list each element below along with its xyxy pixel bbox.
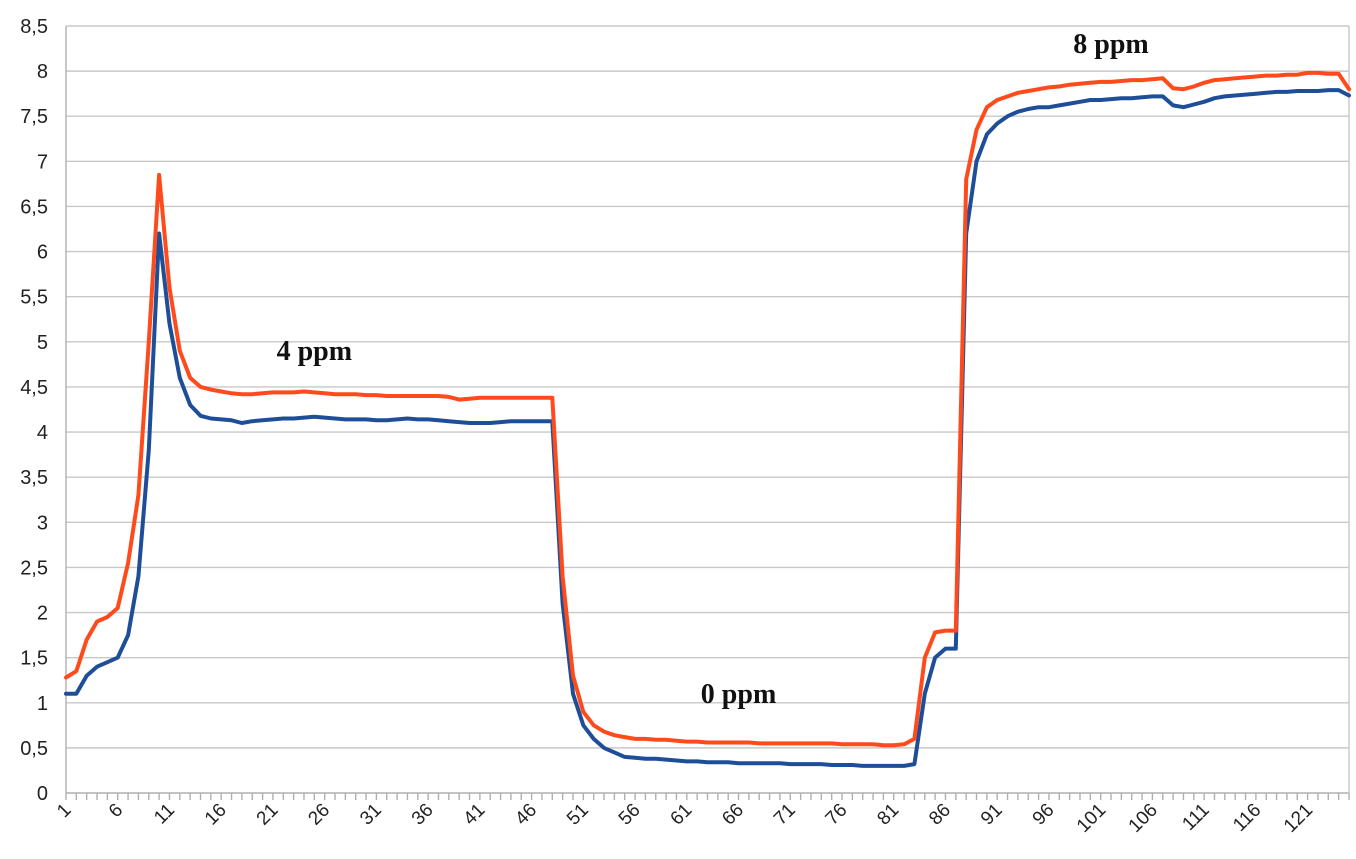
y-tick-label: 3: [37, 512, 48, 534]
x-tick-label: 1: [53, 800, 75, 822]
annotation-label: 4 ppm: [277, 336, 352, 367]
y-axis-tick-labels: 0 0,5 1 1,5 2 2,5 3 3,5 4 4,5 5 5,5 6 6,5 7 7,5 8 8,5: [20, 16, 48, 805]
y-tick-label: 4: [37, 422, 48, 444]
x-tick-label: 61: [667, 800, 697, 830]
x-tick-label: 56: [615, 800, 645, 830]
y-tick-label: 6,5: [20, 196, 48, 218]
x-tick-label: 121: [1280, 800, 1317, 837]
y-tick-label: 7,5: [20, 106, 48, 128]
series-lines: [64, 70, 1351, 768]
y-tick-label: 7: [37, 151, 48, 173]
x-tick-label: 41: [460, 800, 490, 830]
x-tick-label: 51: [563, 800, 593, 830]
x-tick-label: 66: [718, 800, 748, 830]
x-tick-label: 71: [770, 800, 800, 830]
y-tick-label: 3,5: [20, 467, 48, 489]
series-line-1: [64, 88, 1351, 768]
axes: [65, 26, 1350, 800]
y-tick-label: 4,5: [20, 377, 48, 399]
annotation-label: 8 ppm: [1073, 29, 1148, 60]
y-tick-label: 6: [37, 242, 48, 264]
y-tick-label: 5: [37, 332, 48, 354]
y-tick-label: 0: [37, 783, 48, 805]
y-tick-label: 8: [37, 61, 48, 83]
x-tick-label: 116: [1229, 800, 1265, 836]
annotation-label: 0 ppm: [701, 679, 776, 710]
annotations: 4 ppm 0 ppm 8 ppm: [277, 29, 1149, 710]
y-tick-label: 1,5: [20, 648, 48, 670]
y-tick-label: 8,5: [20, 16, 48, 38]
x-tick-label: 81: [873, 800, 903, 830]
y-tick-label: 5,5: [20, 287, 48, 309]
x-tick-label: 91: [977, 800, 1007, 830]
x-tick-label: 26: [304, 800, 334, 830]
x-axis-tick-labels: 1 6 11 16 21 26 31 36 41 46 51 56 61 66 71 76 81 86 91 96 10…: [53, 800, 1317, 837]
series-line-2: [64, 70, 1351, 748]
y-tick-label: 1: [37, 693, 48, 715]
x-tick-label: 21: [253, 800, 283, 830]
x-tick-label: 16: [201, 800, 231, 830]
gridlines: [66, 25, 1349, 749]
x-tick-label: 111: [1178, 800, 1213, 835]
x-tick-label: 31: [356, 800, 386, 830]
y-tick-label: 2: [37, 603, 48, 625]
x-tick-label: 46: [511, 800, 541, 830]
x-tick-label: 76: [822, 800, 852, 830]
x-tick-label: 86: [925, 800, 955, 830]
x-tick-label: 11: [150, 800, 179, 829]
y-tick-label: 0,5: [20, 738, 48, 760]
x-tick-label: 6: [105, 800, 127, 822]
x-tick-label: 96: [1029, 800, 1059, 830]
x-tick-label: 106: [1125, 800, 1162, 837]
x-tick-label: 36: [408, 800, 438, 830]
y-tick-label: 2,5: [20, 557, 48, 579]
x-tick-label: 101: [1073, 800, 1110, 837]
